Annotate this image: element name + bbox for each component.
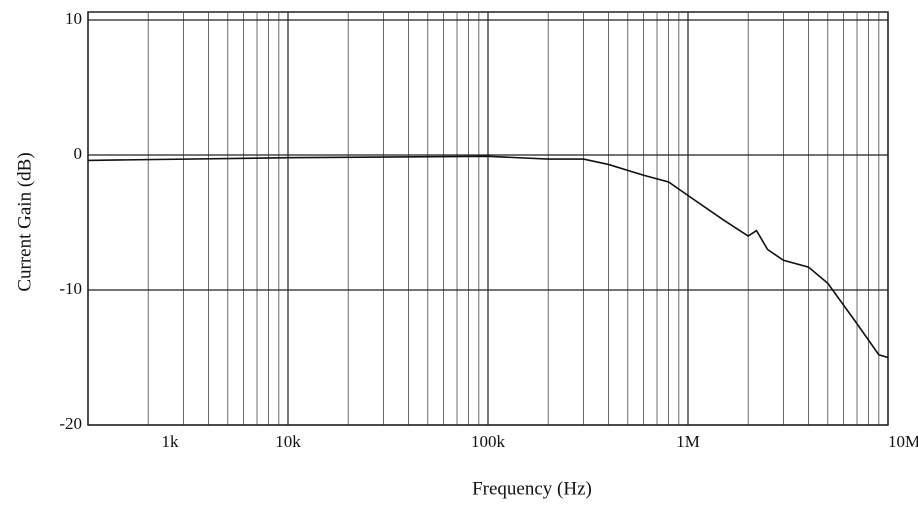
chart: Frequency (Hz) Current Gain (dB) 1k 10k 10… <box>0 0 918 506</box>
y-tick-label: -20 <box>59 414 82 433</box>
y-axis-label: Current Gain (dB) <box>14 152 35 291</box>
x-tick-label: 10M <box>888 432 918 451</box>
y-tick-label: 10 <box>65 9 82 28</box>
x-tick-label: 100k <box>471 432 506 451</box>
x-tick-label: 1M <box>676 432 700 451</box>
x-axis-label: Frequency (Hz) <box>472 478 592 499</box>
x-tick-label: 1k <box>162 432 180 451</box>
y-tick-label: 0 <box>74 144 83 163</box>
x-tick-label: 10k <box>275 432 301 451</box>
y-tick-label: -10 <box>59 279 82 298</box>
